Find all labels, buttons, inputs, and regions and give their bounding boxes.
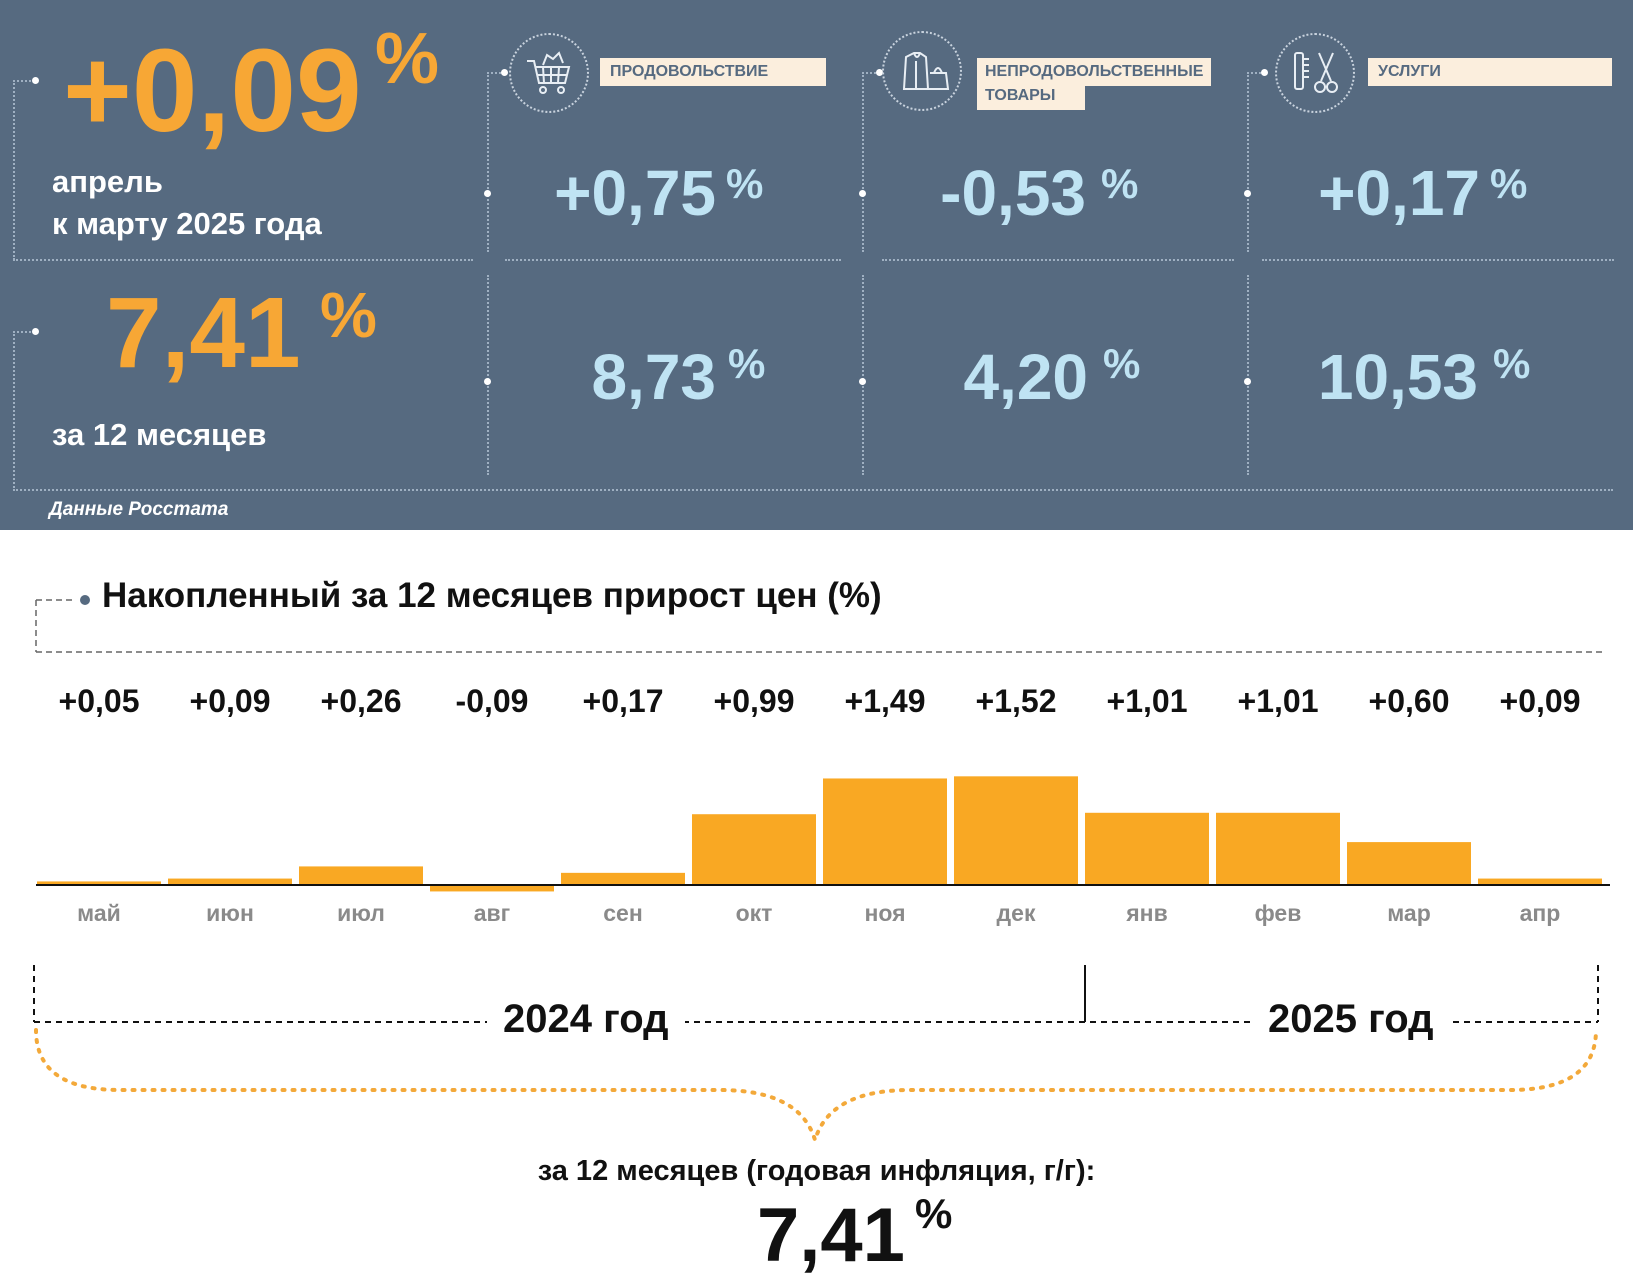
food-annual-value: 8,73	[591, 341, 716, 413]
annual-inflation-unit: %	[320, 279, 377, 351]
bar-авг	[430, 885, 554, 892]
nonfood-annual-unit: %	[1103, 340, 1141, 387]
month-tick-label: мар	[1387, 900, 1431, 926]
monthly-label-line1: апрель	[52, 164, 163, 199]
bar-ноя	[823, 778, 947, 885]
bar-мар	[1347, 842, 1471, 885]
bar-янв	[1085, 812, 1209, 885]
month-tick-label: май	[77, 900, 121, 926]
comb-scissors-icon	[1275, 33, 1355, 113]
month-tick-label: авг	[473, 900, 511, 926]
month-tick-label: июн	[206, 900, 254, 926]
month-tick-label: фев	[1254, 900, 1302, 926]
shopping-cart-icon	[509, 33, 589, 113]
bar-value-label: +1,01	[1237, 683, 1319, 719]
annual-inflation-total-unit: %	[915, 1190, 953, 1237]
food-monthly-value: +0,75	[554, 157, 716, 229]
annual-inflation-label: за 12 месяцев (годовая инфляция, г/г):	[537, 1155, 1096, 1187]
bar-value-label: +0,26	[320, 683, 402, 719]
month-tick-label: янв	[1126, 900, 1168, 926]
year-label-2025: 2025 год	[1252, 997, 1450, 1042]
nonfood-annual-value: 4,20	[963, 341, 1088, 413]
monthly-label-line2: к марту 2025 года	[52, 206, 322, 241]
nonfood-monthly-value: -0,53	[940, 157, 1086, 229]
annual-inflation-value: 7,41	[106, 277, 301, 389]
bar-value-label: +1,01	[1106, 683, 1188, 719]
chart-frame	[35, 595, 1606, 653]
bar-value-label: +0,09	[1499, 683, 1581, 719]
monthly-inflation-value: +0,09	[63, 25, 362, 157]
services-monthly-value: +0,17	[1318, 157, 1480, 229]
summary-panel: +0,09 % апрель к марту 2025 года 7,41 % …	[0, 0, 1633, 530]
food-annual-unit: %	[728, 340, 766, 387]
annual-inflation-total: 7,41	[757, 1193, 905, 1278]
category-label-food: ПРОДОВОЛЬСТВИЕ	[600, 58, 826, 86]
month-tick-label: дек	[996, 900, 1036, 926]
category-label-services: УСЛУГИ	[1368, 58, 1612, 86]
year-bracket	[33, 965, 1599, 1147]
bar-сен	[561, 872, 685, 885]
nonfood-monthly-unit: %	[1101, 160, 1139, 207]
month-tick-label: ноя	[864, 900, 906, 926]
bar-окт	[692, 814, 816, 885]
services-monthly-unit: %	[1490, 160, 1528, 207]
services-annual-unit: %	[1493, 340, 1531, 387]
bar-май	[37, 881, 161, 885]
chart-title: Накопленный за 12 месяцев прирост цен (%…	[102, 576, 882, 615]
bar-фев	[1216, 812, 1340, 885]
data-source: Данные Росстата	[49, 499, 229, 520]
monthly-inflation-unit: %	[375, 19, 440, 99]
month-tick-label: апр	[1519, 900, 1561, 926]
bar-июн	[168, 878, 292, 885]
food-monthly-unit: %	[726, 160, 764, 207]
category-label-nonfood: НЕПРОДОВОЛЬСТВЕННЫЕ ТОВАРЫ	[977, 58, 1212, 110]
bar-value-label: -0,09	[455, 683, 529, 719]
bar-июл	[299, 866, 423, 885]
nonfood-label-line1: НЕПРОДОВОЛЬСТВЕННЫЕ	[977, 58, 1212, 86]
month-tick-label: июл	[337, 900, 385, 926]
month-tick-label: окт	[735, 900, 773, 926]
month-tick-label: сен	[603, 900, 643, 926]
bar-апр	[1478, 878, 1602, 885]
services-annual-value: 10,53	[1317, 341, 1478, 413]
bar-value-label: +0,17	[582, 683, 664, 719]
bar-value-label: +0,09	[189, 683, 271, 719]
bar-value-label: +1,52	[975, 683, 1057, 719]
bar-value-label: +0,05	[58, 683, 140, 719]
bar-дек	[954, 776, 1078, 885]
bar-value-label: +1,49	[844, 683, 926, 719]
bar-value-label: +0,99	[713, 683, 795, 719]
nonfood-label-line2: ТОВАРЫ	[977, 86, 1085, 110]
bar-value-label: +0,60	[1368, 683, 1450, 719]
year-label-2024: 2024 год	[487, 997, 685, 1042]
bar-chart	[36, 776, 1610, 892]
annual-label: за 12 месяцев	[52, 417, 267, 452]
clothing-bag-icon	[882, 31, 962, 111]
